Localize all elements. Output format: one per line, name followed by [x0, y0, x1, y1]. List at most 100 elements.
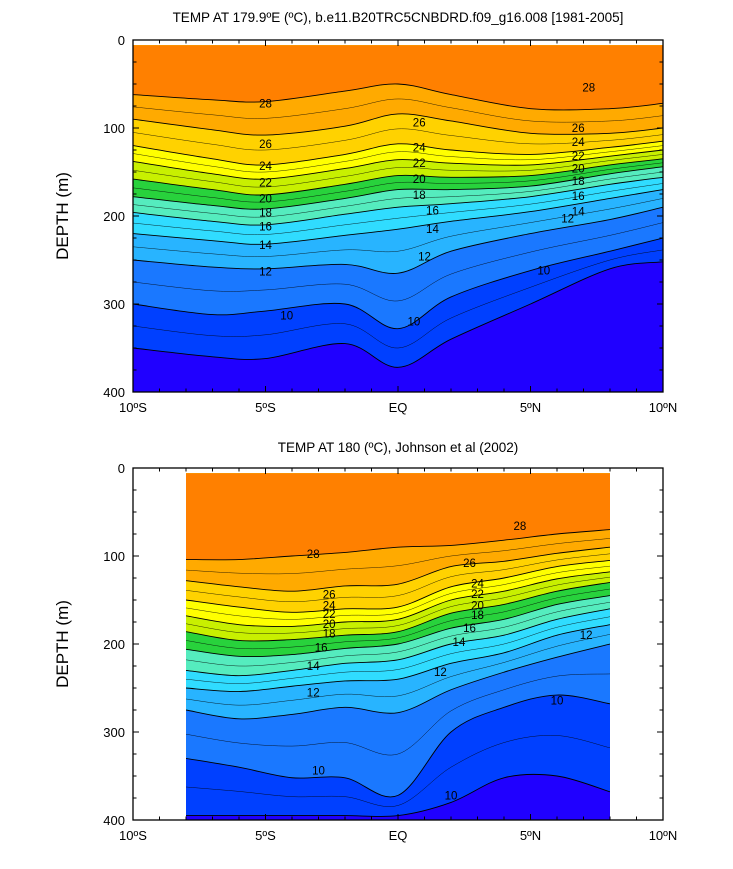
y-tick-label: 100: [103, 549, 125, 564]
contour-label: 14: [307, 661, 320, 673]
axis-ticks: [132, 39, 664, 393]
contour-label: 28: [259, 98, 272, 110]
y-tick-label: 200: [103, 637, 125, 652]
isotherm-minor-23: [133, 145, 663, 173]
isotherm-24: [133, 140, 663, 166]
isotherm-16: [133, 176, 663, 226]
x-tick-label: 10ºN: [649, 828, 678, 843]
y-tick-label: 400: [103, 813, 125, 828]
isotherm-minor-25: [186, 553, 610, 603]
isotherm-22: [186, 571, 610, 628]
contour-label: 22: [471, 589, 484, 601]
isotherm-22: [133, 149, 663, 180]
y-tick-label: 0: [118, 33, 125, 48]
isotherm-minor-27: [186, 538, 610, 575]
filled-contours: [186, 473, 610, 820]
contour-label: 18: [471, 610, 484, 622]
contour-label: 14: [426, 224, 439, 236]
x-tick-label: EQ: [389, 828, 408, 843]
isotherm-lines: [133, 83, 663, 368]
contour-label: 12: [561, 214, 574, 226]
contour-label: 26: [572, 123, 585, 135]
isotherm-28: [186, 529, 610, 561]
contour-label: 14: [453, 637, 466, 649]
contour-label: 26: [323, 590, 336, 602]
contour-label: 10: [537, 266, 550, 278]
y-axis-label: DEPTH (m): [53, 600, 72, 688]
contour-label: 12: [580, 630, 593, 642]
chart-title: TEMP AT 180 (ºC), Johnson et al (2002): [278, 440, 519, 455]
contour-label: 10: [445, 790, 458, 802]
x-tick-label: 5ºS: [255, 400, 276, 415]
isotherm-minor-21: [186, 576, 610, 634]
isotherm-20: [186, 581, 610, 642]
isotherm-minor-25: [133, 128, 663, 151]
isotherm-minor-9: [133, 249, 663, 349]
axis-ticks: [132, 467, 664, 821]
contour-label: 16: [259, 222, 272, 234]
contour-label: 12: [259, 266, 272, 278]
contour-label: 26: [413, 118, 426, 130]
isotherm-minor-11: [186, 673, 610, 756]
contour-label: 22: [572, 151, 585, 163]
panel-model: TEMP AT 179.9ºE (ºC), b.e11.B20TRC5CNBDR…: [53, 10, 677, 415]
panel-observations: TEMP AT 180 (ºC), Johnson et al (2002) 2…: [53, 440, 677, 843]
contour-label: 18: [259, 207, 272, 219]
filled-contours: [133, 45, 663, 392]
isotherm-12: [133, 206, 663, 274]
contour-label: 20: [323, 619, 336, 631]
contour-labels: 2828262624242222202018181616141412121210…: [307, 521, 593, 802]
contour-label: 18: [572, 176, 585, 188]
y-tick-label: 200: [103, 209, 125, 224]
x-tick-labels: 10ºS 5ºS EQ 5ºN 10ºN: [119, 400, 677, 415]
isotherm-minor-13: [133, 198, 663, 257]
isotherm-10: [186, 694, 610, 798]
isotherm-12: [186, 643, 610, 720]
contour-label: 24: [259, 161, 272, 173]
isotherm-18: [133, 166, 663, 210]
x-tick-label: 10ºS: [119, 828, 147, 843]
x-tick-label: 5ºN: [520, 828, 541, 843]
isotherm-minor-19: [133, 162, 663, 203]
isotherm-18: [186, 595, 610, 658]
contour-label: 12: [307, 687, 320, 699]
isotherm-minor-23: [186, 565, 610, 620]
isotherm-minor-9: [186, 735, 610, 807]
isotherm-28: [133, 83, 663, 111]
contour-label: 14: [259, 240, 272, 252]
y-axis-label: DEPTH (m): [53, 172, 72, 260]
isotherm-8: [133, 261, 663, 368]
y-tick-label: 400: [103, 385, 125, 400]
contour-label: 10: [312, 766, 325, 778]
contour-label: 12: [434, 667, 447, 679]
contour-label: 16: [315, 643, 328, 655]
contour-label: 14: [572, 207, 585, 219]
isotherm-14: [133, 189, 663, 245]
y-tick-label: 300: [103, 297, 125, 312]
contour-label: 20: [413, 174, 426, 186]
x-tick-label: 10ºN: [649, 400, 678, 415]
x-tick-label: 10ºS: [119, 400, 147, 415]
y-tick-label: 100: [103, 121, 125, 136]
y-tick-label: 0: [118, 461, 125, 476]
chart-title: TEMP AT 179.9ºE (ºC), b.e11.B20TRC5CNBDR…: [173, 10, 624, 25]
isotherm-minor-11: [133, 222, 663, 302]
isotherm-minor-15: [133, 183, 663, 235]
contour-label: 24: [413, 142, 426, 154]
isotherm-14: [186, 624, 610, 692]
contour-label: 10: [551, 695, 564, 707]
isotherm-minor-13: [186, 634, 610, 706]
x-tick-label: 5ºS: [255, 828, 276, 843]
x-tick-label: EQ: [389, 400, 408, 415]
x-tick-label: 5ºN: [520, 400, 541, 415]
contour-label: 22: [413, 158, 426, 170]
isotherm-20: [133, 158, 663, 196]
contour-label: 10: [408, 317, 421, 329]
isotherm-minor-27: [133, 98, 663, 123]
isotherm-minor-17: [186, 601, 610, 667]
isotherm-24: [186, 559, 610, 613]
contour-label: 12: [418, 251, 431, 263]
contour-label: 22: [323, 609, 336, 621]
contour-label: 24: [471, 578, 484, 590]
